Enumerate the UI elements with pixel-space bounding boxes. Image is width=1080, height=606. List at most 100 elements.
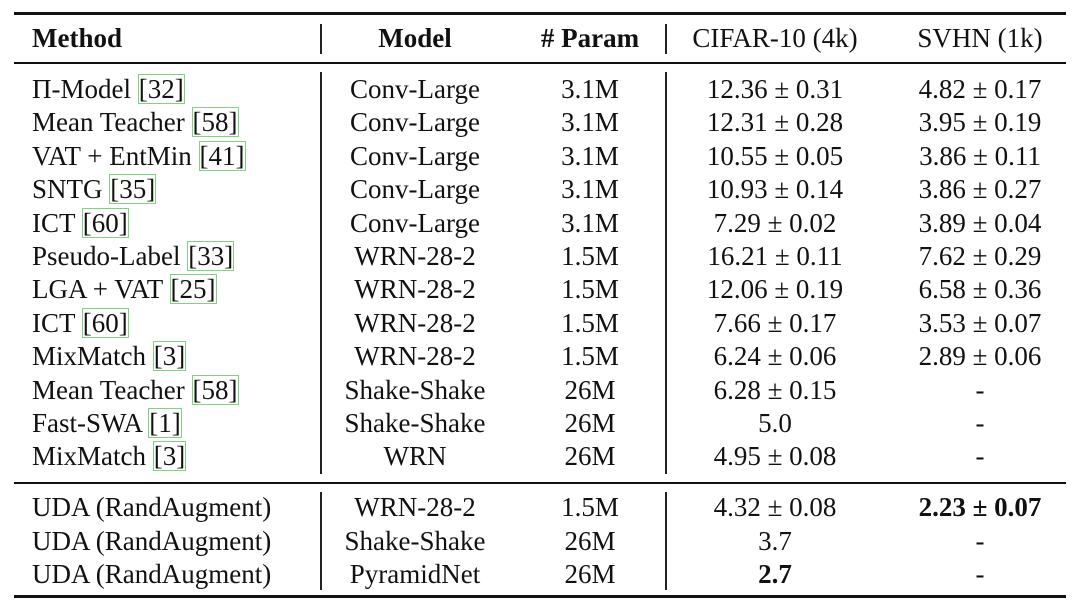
- cifar-cell: 10.55 ± 0.05: [706, 140, 844, 171]
- param-cell: 26M: [564, 525, 616, 556]
- model-cell: Shake-Shake: [344, 408, 486, 438]
- model-cell: Shake-Shake: [344, 525, 486, 556]
- column-divider-param: [665, 72, 667, 474]
- method-name: MixMatch: [32, 341, 146, 372]
- column-divider-param: [665, 492, 667, 590]
- cifar-cell: 10.93 ± 0.14: [706, 174, 844, 205]
- cifar-cell: 7.29 ± 0.02: [713, 207, 837, 238]
- method-name: ICT: [32, 307, 76, 338]
- method-name: ICT: [32, 207, 76, 238]
- citation-link[interactable]: [58]: [191, 374, 239, 405]
- table-row: UDA (RandAugment) Shake-Shake 26M 3.7 -: [0, 525, 1080, 558]
- citation-link[interactable]: [25]: [169, 274, 217, 305]
- svhn-cell: 3.86 ± 0.11: [919, 140, 1041, 171]
- param-cell: 1.5M: [561, 307, 619, 338]
- model-cell: Conv-Large: [350, 107, 480, 138]
- citation-link[interactable]: [33]: [187, 241, 235, 271]
- citation-link[interactable]: [60]: [81, 207, 129, 238]
- model-cell: WRN-28-2: [354, 274, 476, 305]
- table-row: LGA + VAT [25] WRN-28-2 1.5M 12.06 ± 0.19 6.…: [0, 273, 1080, 306]
- column-divider-method: [320, 72, 322, 474]
- model-cell: WRN-28-2: [354, 241, 476, 271]
- citation-link[interactable]: [3]: [152, 441, 187, 472]
- method-cell: MixMatch [3]: [32, 440, 187, 473]
- section-rule: [14, 482, 1066, 484]
- header-rule: [14, 62, 1066, 64]
- model-cell: Shake-Shake: [344, 374, 486, 405]
- model-cell: PyramidNet: [349, 559, 481, 589]
- method-cell: LGA + VAT [25]: [32, 273, 217, 306]
- param-cell: 26M: [564, 559, 616, 589]
- cifar-cell: 5.0: [758, 408, 792, 438]
- method-cell: Fast-SWA [1]: [32, 407, 182, 440]
- table-row: Pseudo-Label [33] WRN-28-2 1.5M 16.21 ± 0.1…: [0, 240, 1080, 273]
- param-cell: 26M: [564, 408, 616, 438]
- bottom-rule: [14, 595, 1066, 598]
- method-name: SNTG: [32, 174, 103, 205]
- method-name: Mean Teacher: [32, 374, 185, 405]
- header-method: Method: [32, 23, 122, 53]
- model-cell: WRN: [383, 441, 447, 472]
- header-svhn: SVHN (1k): [917, 23, 1043, 53]
- method-cell: Pseudo-Label [33]: [32, 240, 235, 273]
- table-row: MixMatch [3] WRN 26M 4.95 ± 0.08 -: [0, 440, 1080, 473]
- citation-link[interactable]: [58]: [191, 107, 239, 138]
- citation-link[interactable]: [35]: [109, 174, 157, 205]
- cifar-cell: 12.06 ± 0.19: [706, 274, 844, 305]
- citation-link[interactable]: [1]: [148, 408, 182, 438]
- model-cell: Conv-Large: [350, 140, 480, 171]
- svhn-cell: 3.89 ± 0.04: [918, 207, 1042, 238]
- table-row: ICT [60] Conv-Large 3.1M 7.29 ± 0.02 3.89 ± …: [0, 207, 1080, 240]
- citation-link[interactable]: [3]: [152, 341, 187, 372]
- svhn-cell: 3.53 ± 0.07: [918, 307, 1042, 338]
- model-cell: Conv-Large: [350, 174, 480, 205]
- column-divider-method: [320, 24, 322, 54]
- table-row: Fast-SWA [1] Shake-Shake 26M 5.0 -: [0, 407, 1080, 440]
- cifar-cell: 6.24 ± 0.06: [713, 341, 837, 372]
- column-divider-method: [320, 492, 322, 590]
- method-cell: MixMatch [3]: [32, 340, 187, 373]
- svhn-cell: 2.89 ± 0.06: [918, 341, 1042, 372]
- method-name: Π-Model: [32, 74, 131, 104]
- table-row: MixMatch [3] WRN-28-2 1.5M 6.24 ± 0.06 2.89 …: [0, 340, 1080, 373]
- cifar-cell: 16.21 ± 0.11: [707, 241, 843, 271]
- table-row: ICT [60] WRN-28-2 1.5M 7.66 ± 0.17 3.53 ± 0.…: [0, 307, 1080, 340]
- method-name: UDA (RandAugment): [32, 492, 272, 522]
- method-name: MixMatch: [32, 441, 146, 472]
- method-name: Mean Teacher: [32, 107, 185, 138]
- svhn-cell: -: [975, 525, 985, 556]
- method-cell: Mean Teacher [58]: [32, 374, 239, 407]
- param-cell: 1.5M: [561, 341, 619, 372]
- table-header: Method Model # Param CIFAR-10 (4k) SVHN …: [0, 22, 1080, 55]
- table-row: Mean Teacher [58] Conv-Large 3.1M 12.31 ± 0…: [0, 106, 1080, 139]
- svhn-cell: -: [975, 374, 985, 405]
- model-cell: WRN-28-2: [354, 307, 476, 338]
- cifar-cell: 2.7: [758, 559, 792, 589]
- method-name: UDA (RandAugment): [32, 525, 272, 556]
- header-model: Model: [378, 23, 452, 53]
- param-cell: 26M: [564, 441, 616, 472]
- svhn-cell: -: [975, 441, 985, 472]
- header-cifar: CIFAR-10 (4k): [692, 23, 858, 53]
- svhn-cell: 7.62 ± 0.29: [918, 241, 1042, 271]
- svhn-cell: 3.95 ± 0.19: [918, 107, 1042, 138]
- method-name: VAT + EntMin: [32, 140, 192, 171]
- cifar-cell: 12.36 ± 0.31: [706, 74, 844, 104]
- table-row: UDA (RandAugment) WRN-28-2 1.5M 4.32 ± 0.08…: [0, 491, 1080, 524]
- method-name: UDA (RandAugment): [32, 559, 272, 589]
- header-param: # Param: [540, 23, 640, 53]
- cifar-cell: 3.7: [758, 525, 792, 556]
- citation-link[interactable]: [60]: [81, 307, 129, 338]
- param-cell: 3.1M: [561, 207, 619, 238]
- method-cell: Mean Teacher [58]: [32, 106, 239, 139]
- method-name: LGA + VAT: [32, 274, 163, 305]
- method-cell: UDA (RandAugment): [32, 491, 271, 524]
- param-cell: 1.5M: [561, 241, 619, 271]
- citation-link[interactable]: [32]: [137, 74, 185, 104]
- cifar-cell: 4.95 ± 0.08: [713, 441, 837, 472]
- model-cell: Conv-Large: [350, 207, 480, 238]
- method-cell: UDA (RandAugment): [32, 558, 271, 591]
- citation-link[interactable]: [41]: [198, 140, 246, 171]
- svhn-cell: 4.82 ± 0.17: [918, 74, 1042, 104]
- column-divider-param: [665, 24, 667, 54]
